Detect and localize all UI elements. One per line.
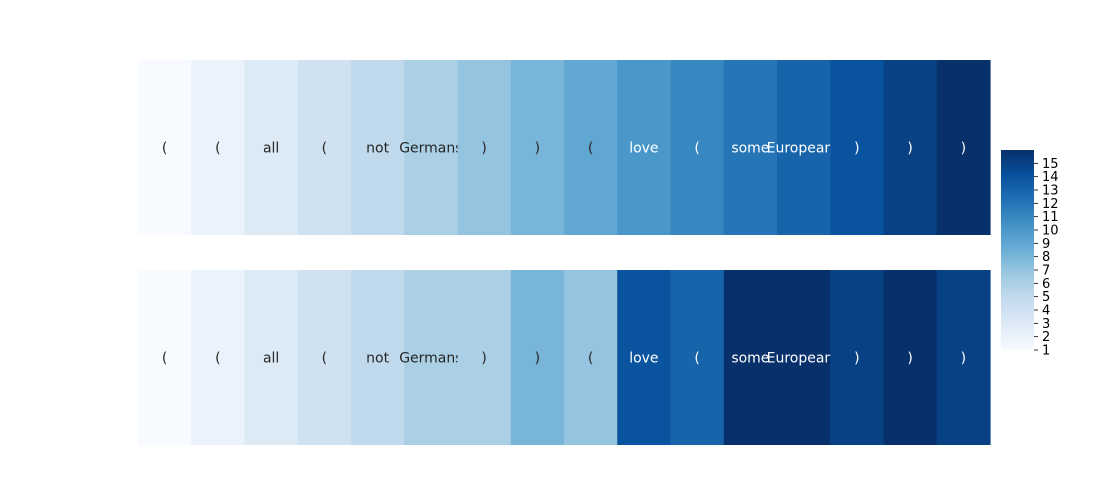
cell-token-label: ( — [215, 141, 220, 157]
cell-token-label: not — [366, 141, 389, 157]
heatmap-cell — [138, 270, 192, 445]
cell-token-label: ) — [535, 141, 540, 157]
heatmap-cell — [777, 270, 831, 445]
heatmap-rows: ((all(not Germans))(love(someEuropeans)))… — [138, 60, 991, 445]
cell-token-label: ) — [854, 351, 859, 367]
cell-token-label: ) — [961, 141, 966, 157]
heatmap-cell — [244, 60, 299, 235]
colorbar-tick-label: 10 — [1042, 224, 1059, 239]
colorbar-tick-label: 15 — [1042, 157, 1059, 172]
cell-token-label: Europeans — [767, 141, 841, 157]
heatmap-cell — [830, 60, 885, 235]
cell-token-label: ) — [481, 351, 486, 367]
heatmap-cell — [457, 60, 512, 235]
heatmap-cell — [510, 60, 565, 235]
heatmap-cell — [191, 60, 246, 235]
colorbar-tick-label: 5 — [1042, 290, 1050, 305]
heatmap-cell — [244, 270, 299, 445]
heatmap-cell — [936, 60, 991, 235]
heatmap-cell — [404, 60, 459, 235]
heatmap-cell — [351, 270, 405, 445]
cell-token-label: ) — [961, 351, 966, 367]
heatmap-cell — [617, 270, 672, 445]
cell-token-label: love — [629, 141, 658, 157]
heatmap-cell — [297, 60, 352, 235]
colorbar-gradient — [1001, 150, 1034, 350]
heatmap-cell — [617, 60, 672, 235]
colorbar-tick-label: 12 — [1042, 197, 1059, 212]
cell-token-label: ( — [694, 351, 699, 367]
cell-token-label: all — [263, 351, 279, 367]
cell-token-label: ) — [535, 351, 540, 367]
cell-token-label: Germans — [399, 351, 462, 367]
heatmap-cell — [883, 270, 938, 445]
cell-token-label: ( — [162, 141, 167, 157]
cell-token-label: all — [263, 141, 279, 157]
cell-token-label: ) — [481, 141, 486, 157]
cell-token-label: ) — [907, 141, 912, 157]
colorbar-tick-label: 4 — [1042, 304, 1050, 319]
cell-token-label: ( — [162, 351, 167, 367]
heatmap-cell — [777, 60, 831, 235]
heatmap-cell — [138, 60, 192, 235]
cell-token-label: Europeans — [767, 351, 841, 367]
colorbar-tick-label: 7 — [1042, 264, 1050, 279]
heatmap-cell — [564, 270, 618, 445]
cell-token-label: ( — [588, 141, 593, 157]
colorbar-tick-label: 1 — [1042, 344, 1050, 359]
cell-token-label: some — [731, 351, 769, 367]
colorbar-tick-label: 6 — [1042, 277, 1050, 292]
heatmap-cell — [936, 270, 991, 445]
cell-token-label: not — [366, 351, 389, 367]
heatmap-cell — [723, 60, 778, 235]
heatmap-cell — [404, 270, 459, 445]
cell-token-label: ( — [215, 351, 220, 367]
cell-token-label: ) — [854, 141, 859, 157]
cell-token-label: ( — [588, 351, 593, 367]
heatmap-cell — [670, 60, 725, 235]
colorbar-tick-label: 13 — [1042, 184, 1059, 199]
cell-token-label: some — [731, 141, 769, 157]
cell-token-label: ) — [907, 351, 912, 367]
colorbar-tick-label: 11 — [1042, 210, 1059, 225]
heatmap-cell — [510, 270, 565, 445]
heatmap-cell — [191, 270, 246, 445]
heatmap-cell — [564, 60, 618, 235]
heatmap-cell — [883, 60, 938, 235]
heatmap-cell — [351, 60, 405, 235]
colorbar-tick-label: 2 — [1042, 330, 1050, 345]
cell-token-label: Germans — [399, 141, 462, 157]
colorbar-tick-label: 3 — [1042, 317, 1050, 332]
cell-token-label: ( — [322, 351, 327, 367]
heatmap-cell — [297, 270, 352, 445]
heatmap-cell — [723, 270, 778, 445]
colorbar-tick-label: 14 — [1042, 170, 1059, 185]
colorbar-tick-label: 8 — [1042, 250, 1050, 265]
colorbar-tick-label: 9 — [1042, 237, 1050, 252]
heatmap-cell — [670, 270, 725, 445]
cell-token-label: ( — [694, 141, 699, 157]
heatmap-cell — [457, 270, 512, 445]
cell-token-label: love — [629, 351, 658, 367]
cell-token-label: ( — [322, 141, 327, 157]
heatmap-cell — [830, 270, 885, 445]
